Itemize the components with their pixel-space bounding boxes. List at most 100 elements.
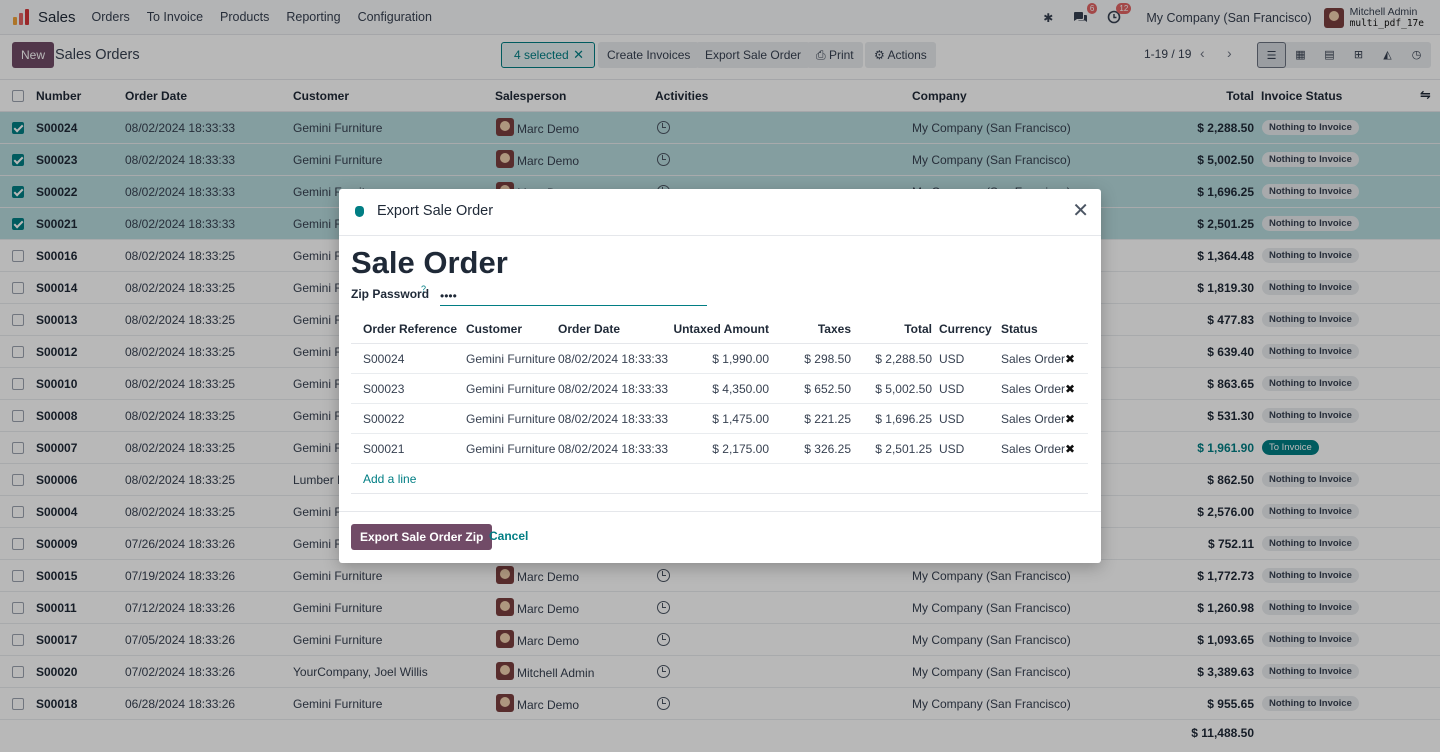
order-date: 08/02/2024 18:33:33: [125, 153, 236, 167]
activities-clock-icon[interactable]: 12: [1106, 2, 1132, 26]
export-zip-button[interactable]: Export Sale Order Zip: [351, 524, 493, 550]
activity-clock-icon[interactable]: [657, 601, 670, 614]
row-checkbox[interactable]: [12, 314, 24, 326]
new-button[interactable]: New: [12, 42, 55, 68]
total-amount: $ 1,696.25: [875, 412, 932, 426]
order-number: S00022: [36, 185, 78, 199]
order-number: S00007: [36, 441, 78, 455]
user-avatar[interactable]: [1323, 7, 1344, 28]
row-checkbox[interactable]: [12, 410, 24, 422]
cancel-button[interactable]: Cancel: [489, 529, 529, 543]
help-tooltip-icon[interactable]: ?: [421, 284, 427, 294]
order-line-row[interactable]: S00022 Gemini Furniture 08/02/2024 18:33:3…: [351, 404, 1088, 434]
pivot-view-icon[interactable]: ⊞: [1353, 49, 1364, 61]
invoice-status-badge: Nothing to Invoice: [1262, 664, 1359, 679]
create-invoices-button[interactable]: Create Invoices: [598, 42, 700, 68]
actions-button[interactable]: ⚙ Actions: [865, 42, 936, 68]
row-checkbox[interactable]: [12, 250, 24, 262]
row-checkbox[interactable]: [12, 506, 24, 518]
table-row[interactable]: S00023 08/02/2024 18:33:33 Gemini Furnitur…: [0, 144, 1440, 176]
close-icon[interactable]: ✕: [1072, 200, 1089, 222]
selection-badge[interactable]: 4 selected ✕: [501, 42, 595, 68]
kanban-view-icon[interactable]: ▦: [1295, 49, 1306, 61]
row-checkbox[interactable]: [12, 474, 24, 486]
user-menu[interactable]: Mitchell Admin multi_pdf_17e: [1350, 6, 1424, 30]
print-button[interactable]: ⎙ Print: [807, 42, 863, 68]
row-checkbox[interactable]: [12, 154, 24, 166]
col-company[interactable]: Company: [912, 89, 967, 103]
add-line-link[interactable]: Add a line: [363, 472, 417, 486]
menu-configuration[interactable]: Configuration: [357, 10, 432, 24]
col-invoice-status[interactable]: Invoice Status: [1261, 89, 1343, 103]
activity-clock-icon[interactable]: [657, 665, 670, 678]
app-name[interactable]: Sales: [38, 8, 76, 26]
row-checkbox[interactable]: [12, 378, 24, 390]
col-activities[interactable]: Activities: [655, 89, 709, 103]
row-checkbox[interactable]: [12, 698, 24, 710]
table-row[interactable]: S00015 07/19/2024 18:33:26 Gemini Furnitur…: [0, 560, 1440, 592]
row-checkbox[interactable]: [12, 186, 24, 198]
activity-clock-icon[interactable]: [657, 121, 670, 134]
col-order-date: Order Date: [558, 322, 621, 336]
company-switcher[interactable]: My Company (San Francisco): [1146, 10, 1312, 25]
row-checkbox[interactable]: [12, 218, 24, 230]
menu-products[interactable]: Products: [220, 10, 270, 24]
clear-selection-icon[interactable]: ✕: [573, 47, 584, 62]
row-checkbox[interactable]: [12, 122, 24, 134]
export-sale-order-button[interactable]: Export Sale Order: [696, 42, 811, 68]
customer-name: Lumber Inc: [293, 473, 354, 487]
menu-to-invoice[interactable]: To Invoice: [146, 10, 204, 24]
activity-clock-icon[interactable]: [657, 697, 670, 710]
col-customer[interactable]: Customer: [293, 89, 350, 103]
pager-next-icon[interactable]: ›: [1227, 45, 1232, 61]
activity-view-icon[interactable]: ◷: [1411, 49, 1422, 61]
invoice-status-badge: Nothing to Invoice: [1262, 504, 1359, 519]
order-line-row[interactable]: S00021 Gemini Furniture 08/02/2024 18:33:3…: [351, 434, 1088, 464]
row-checkbox[interactable]: [12, 442, 24, 454]
select-all-checkbox[interactable]: [12, 90, 24, 102]
table-row[interactable]: S00018 06/28/2024 18:33:26 Gemini Furnitur…: [0, 688, 1440, 720]
table-row[interactable]: S00011 07/12/2024 18:33:26 Gemini Furnitur…: [0, 592, 1440, 624]
order-total: $ 1,364.48: [1197, 249, 1254, 263]
activity-clock-icon[interactable]: [657, 569, 670, 582]
view-switcher: ☰ ▦ ▤ ⊞ ◭ ◷: [1257, 42, 1431, 68]
menu-orders[interactable]: Orders: [91, 10, 130, 24]
row-checkbox[interactable]: [12, 282, 24, 294]
order-line-row[interactable]: S00023 Gemini Furniture 08/02/2024 18:33:3…: [351, 374, 1088, 404]
col-salesperson[interactable]: Salesperson: [495, 89, 567, 103]
sales-app-icon[interactable]: [12, 8, 30, 26]
row-checkbox[interactable]: [12, 346, 24, 358]
pager-previous-icon[interactable]: ‹: [1200, 45, 1205, 61]
remove-line-icon[interactable]: ✖: [1065, 412, 1076, 426]
pager-value[interactable]: 1-19 / 19: [1144, 47, 1192, 61]
table-row[interactable]: S00020 07/02/2024 18:33:26 YourCompany, Jo…: [0, 656, 1440, 688]
table-row[interactable]: S00017 07/05/2024 18:33:26 Gemini Furnitur…: [0, 624, 1440, 656]
invoice-status-badge: Nothing to Invoice: [1262, 152, 1359, 167]
col-order-date[interactable]: Order Date: [125, 89, 188, 103]
order-line-row[interactable]: S00024 Gemini Furniture 08/02/2024 18:33:3…: [351, 344, 1088, 374]
calendar-view-icon[interactable]: ▤: [1324, 49, 1335, 61]
col-currency: Currency: [939, 322, 992, 336]
list-header: Number Order Date Customer Salesperson A…: [0, 80, 1440, 112]
col-total[interactable]: Total: [1226, 89, 1254, 103]
col-status: Status: [1001, 322, 1038, 336]
menu-reporting[interactable]: Reporting: [286, 10, 341, 24]
graph-view-icon[interactable]: ◭: [1383, 49, 1392, 61]
row-checkbox[interactable]: [12, 570, 24, 582]
table-row[interactable]: S00024 08/02/2024 18:33:33 Gemini Furnitur…: [0, 112, 1440, 144]
row-checkbox[interactable]: [12, 666, 24, 678]
row-checkbox[interactable]: [12, 634, 24, 646]
list-view-icon[interactable]: ☰: [1257, 42, 1286, 68]
remove-line-icon[interactable]: ✖: [1065, 352, 1076, 366]
remove-line-icon[interactable]: ✖: [1065, 442, 1076, 456]
debug-bug-icon[interactable]: ✱: [1043, 10, 1054, 25]
row-checkbox[interactable]: [12, 538, 24, 550]
row-checkbox[interactable]: [12, 602, 24, 614]
messages-icon[interactable]: 6: [1072, 2, 1098, 26]
zip-password-input[interactable]: [440, 286, 707, 306]
col-number[interactable]: Number: [36, 89, 82, 103]
activity-clock-icon[interactable]: [657, 153, 670, 166]
optional-columns-icon[interactable]: ⇋: [1420, 87, 1431, 102]
activity-clock-icon[interactable]: [657, 633, 670, 646]
remove-line-icon[interactable]: ✖: [1065, 382, 1076, 396]
